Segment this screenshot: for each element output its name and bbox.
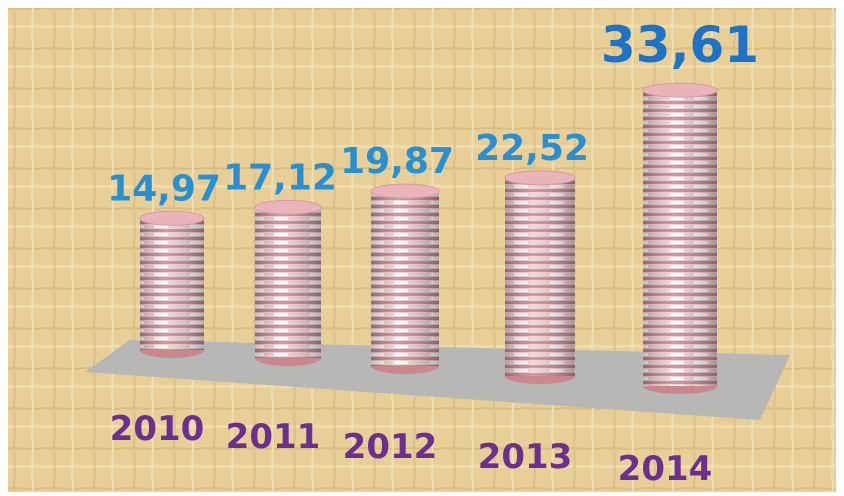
bar-shade	[643, 90, 717, 387]
cylinder-top	[139, 210, 205, 226]
bar-shade	[505, 177, 575, 376]
cylinder-top	[254, 199, 322, 215]
x-tick-label: 2011	[226, 417, 321, 457]
x-tick-label: 2012	[343, 427, 438, 467]
cylinder-top	[642, 82, 718, 98]
x-tick-label: 2013	[478, 437, 573, 477]
x-tick-label: 2010	[110, 409, 205, 449]
cylinder-top	[504, 170, 576, 186]
bar-shade	[255, 207, 321, 358]
value-label: 14,97	[107, 168, 221, 209]
value-label: 17,12	[223, 157, 337, 198]
cylinder-top	[370, 183, 440, 199]
bar-shade	[140, 218, 204, 350]
x-tick-label: 2014	[618, 449, 713, 489]
value-label: 22,52	[475, 128, 589, 169]
value-label: 19,87	[340, 141, 454, 182]
value-label: 33,61	[601, 16, 759, 74]
bar-shade	[371, 191, 439, 366]
